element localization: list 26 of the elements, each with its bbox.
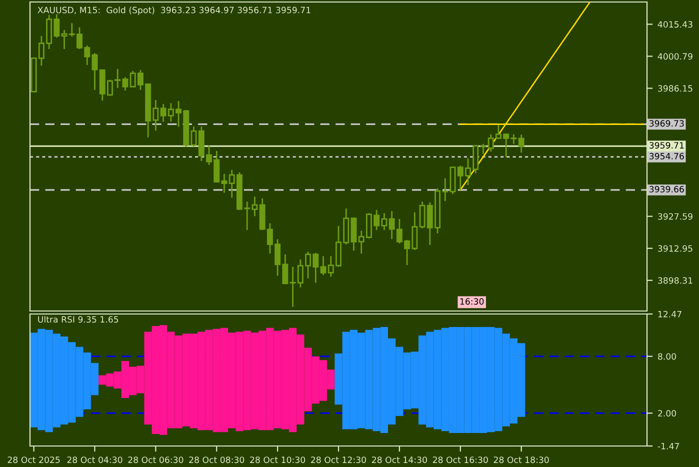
- y-tick-label: 8.00: [658, 353, 676, 360]
- chart-title: Ultra RSI 9.35 1.65: [38, 316, 118, 323]
- ref-line-label: 3959.71: [650, 142, 684, 149]
- text: XAUUSD, M15: Gold (Spot) 3963.23 3964.97 3956.71 3959.71: [38, 6, 310, 15]
- y-tick-label: 2.00: [658, 410, 676, 417]
- annotation: 16:30: [460, 298, 484, 305]
- x-tick-label: 28 Oct 18:30: [494, 456, 549, 464]
- x-tick-label: 28 Oct 2025: [8, 456, 60, 464]
- ref-line-label: 3969.73: [650, 120, 684, 127]
- y-tick-label: 3898.31: [658, 277, 692, 284]
- x-tick-label: 28 Oct 04:30: [67, 456, 122, 464]
- y-tick-label: 3986.15: [658, 85, 692, 92]
- y-tick-label: -1.47: [658, 442, 679, 450]
- y-tick-label: 4000.79: [658, 53, 692, 60]
- x-tick-label: 28 Oct 12:30: [311, 456, 366, 464]
- x-tick-label: 28 Oct 14:30: [372, 456, 427, 464]
- x-tick-label: 28 Oct 16:30: [432, 456, 488, 464]
- x-tick-label: 28 Oct 06:30: [128, 456, 184, 464]
- y-tick-label: 12.47: [658, 310, 682, 318]
- y-tick-label: 4015.43: [658, 21, 692, 28]
- y-tick-label: 3927.59: [658, 213, 692, 220]
- ref-line-label: 3954.76: [650, 152, 684, 160]
- x-tick-label: 28 Oct 08:30: [189, 456, 244, 464]
- ref-line-label: 3939.66: [650, 186, 684, 192]
- x-tick-label: 28 Oct 10:30: [250, 456, 306, 464]
- y-tick-label: 3912.95: [658, 245, 692, 252]
